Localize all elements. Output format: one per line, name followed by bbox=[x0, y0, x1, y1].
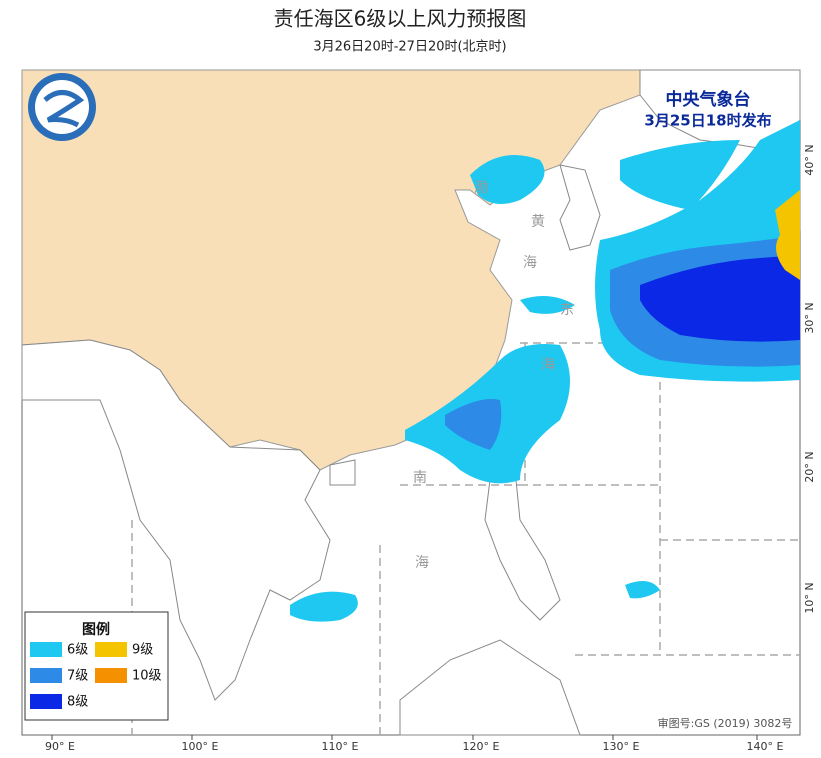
legend-title: 图例 bbox=[82, 621, 110, 638]
legend-swatch bbox=[30, 642, 62, 657]
lat-label: 40° N bbox=[803, 144, 816, 175]
wind-areas bbox=[290, 120, 800, 622]
borneo bbox=[399, 639, 581, 736]
lon-label: 130° E bbox=[603, 740, 640, 753]
subtitle: 3月26日20时-27日20时(北京时) bbox=[313, 40, 506, 55]
title: 责任海区6级以上风力预报图 bbox=[274, 7, 527, 31]
lon-label: 120° E bbox=[463, 740, 500, 753]
sea-label: 南 bbox=[413, 470, 427, 486]
legend-swatch bbox=[30, 694, 62, 709]
northeast-land bbox=[639, 69, 801, 151]
lat-label: 20° N bbox=[803, 451, 816, 482]
sea-label: 海 bbox=[541, 357, 555, 373]
lat-label: 30° N bbox=[803, 302, 816, 333]
lon-label: 90° E bbox=[45, 740, 75, 753]
sea-label: 东 bbox=[560, 302, 574, 318]
legend-swatch bbox=[95, 642, 127, 657]
approval-number: 审图号:GS (2019) 3082号 bbox=[658, 716, 793, 730]
legend-label: 8级 bbox=[67, 695, 88, 710]
sea-label: 海 bbox=[415, 555, 429, 571]
korea bbox=[559, 164, 601, 251]
lon-label: 110° E bbox=[322, 740, 359, 753]
hainan bbox=[329, 459, 356, 486]
legend-label: 9级 bbox=[132, 643, 153, 658]
lon-label: 100° E bbox=[182, 740, 219, 753]
indochina bbox=[21, 339, 331, 701]
legend-label: 7级 bbox=[67, 669, 88, 684]
issuer-name: 中央气象台 bbox=[666, 89, 751, 110]
sea-label: 黄 bbox=[531, 213, 545, 230]
legend-swatch bbox=[30, 668, 62, 683]
philippines bbox=[484, 469, 561, 621]
issuer-time: 3月25日18时发布 bbox=[644, 112, 771, 130]
legend-swatch bbox=[95, 668, 127, 683]
sea-label: 海 bbox=[523, 255, 537, 271]
lat-label: 10° N bbox=[803, 582, 816, 613]
legend-label: 10级 bbox=[132, 669, 162, 684]
legend-label: 6级 bbox=[67, 643, 88, 658]
sea-label: 渤 bbox=[474, 180, 488, 196]
logo bbox=[28, 73, 96, 141]
lon-label: 140° E bbox=[747, 740, 784, 753]
